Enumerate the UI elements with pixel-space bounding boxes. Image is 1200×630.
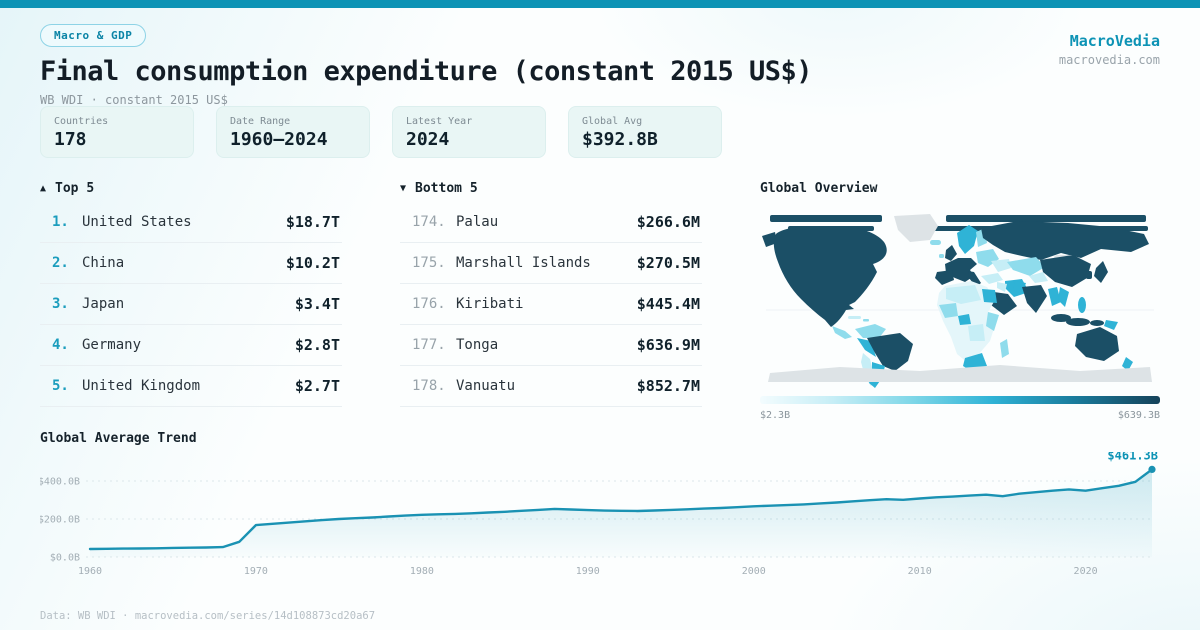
table-row: 175. Marshall Islands $270.5M xyxy=(400,243,702,284)
svg-text:1990: 1990 xyxy=(576,566,600,577)
category-badge: Macro & GDP xyxy=(40,24,147,47)
country-name: Marshall Islands xyxy=(456,255,591,271)
rank-number: 1. xyxy=(52,214,69,230)
brand-domain: macrovedia.com xyxy=(1058,53,1160,67)
country-name: China xyxy=(82,255,125,271)
stat-label: Countries xyxy=(54,116,109,127)
stat-value: $392.8B xyxy=(582,129,658,150)
rank-number: 2. xyxy=(52,255,69,271)
svg-text:$400.0B: $400.0B xyxy=(40,477,80,488)
footer-source: Data: WB WDI · macrovedia.com/series/14d… xyxy=(40,610,376,622)
country-name: Japan xyxy=(82,296,125,312)
rank-number: 175. xyxy=(412,255,446,271)
world-map xyxy=(762,214,1154,388)
stat-value: 1960—2024 xyxy=(230,129,328,150)
svg-text:1980: 1980 xyxy=(410,566,434,577)
bottom-5-header: ▼ Bottom 5 xyxy=(400,180,702,196)
rank-number: 174. xyxy=(412,214,446,230)
stat-card-countries: Countries 178 xyxy=(40,106,194,158)
stat-value: 2024 xyxy=(406,129,450,150)
svg-text:2000: 2000 xyxy=(742,566,766,577)
page-title: Final consumption expenditure (constant … xyxy=(40,56,813,87)
triangle-down-icon: ▼ xyxy=(400,182,407,194)
country-value: $2.8T xyxy=(294,336,340,354)
country-value: $445.4M xyxy=(636,295,700,313)
table-row: 178. Vanuatu $852.7M xyxy=(400,366,702,407)
stat-label: Date Range xyxy=(230,116,291,127)
top-5-panel: ▲ Top 5 1. United States $18.7T 2. China… xyxy=(40,180,342,407)
rank-number: 177. xyxy=(412,337,446,353)
svg-text:$0.0B: $0.0B xyxy=(50,553,80,564)
svg-text:$461.3B: $461.3B xyxy=(1107,452,1158,462)
country-value: $270.5M xyxy=(636,254,700,272)
stat-card-latest-year: Latest Year 2024 xyxy=(392,106,546,158)
top-5-header: ▲ Top 5 xyxy=(40,180,342,196)
stat-cards: Countries 178 Date Range 1960—2024 Lates… xyxy=(40,106,722,158)
stat-value: 178 xyxy=(54,129,87,150)
country-value: $2.7T xyxy=(294,377,340,395)
country-name: Kiribati xyxy=(456,296,524,312)
svg-text:$200.0B: $200.0B xyxy=(40,515,80,526)
table-row: 176. Kiribati $445.4M xyxy=(400,284,702,325)
rank-number: 178. xyxy=(412,378,446,394)
table-row: 5. United Kingdom $2.7T xyxy=(40,366,342,407)
page-subtitle: WB WDI · constant 2015 US$ xyxy=(40,93,228,107)
rank-number: 4. xyxy=(52,337,69,353)
table-row: 4. Germany $2.8T xyxy=(40,325,342,366)
country-value: $266.6M xyxy=(636,213,700,231)
table-row: 177. Tonga $636.9M xyxy=(400,325,702,366)
bottom-5-list: 174. Palau $266.6M 175. Marshall Islands… xyxy=(400,202,702,407)
top-accent-bar xyxy=(0,0,1200,8)
svg-text:1970: 1970 xyxy=(244,566,268,577)
table-row: 3. Japan $3.4T xyxy=(40,284,342,325)
country-value: $852.7M xyxy=(636,377,700,395)
legend-min: $2.3B xyxy=(760,410,791,421)
stat-label: Global Avg xyxy=(582,116,643,127)
table-row: 2. China $10.2T xyxy=(40,243,342,284)
stat-card-date-range: Date Range 1960—2024 xyxy=(216,106,370,158)
svg-text:2020: 2020 xyxy=(1074,566,1098,577)
brand-block: MacroVedia macrovedia.com xyxy=(1059,32,1160,67)
top-5-list: 1. United States $18.7T 2. China $10.2T … xyxy=(40,202,342,407)
country-name: Vanuatu xyxy=(456,378,516,394)
top-5-label: Top 5 xyxy=(55,180,95,196)
global-overview-panel: Global Overview xyxy=(760,180,1160,421)
country-value: $636.9M xyxy=(636,336,700,354)
trend-line-chart: $0.0B $200.0B $400.0B 1960 1970 1980 1990 2000 2… xyxy=(40,452,1158,577)
stat-card-global-avg: Global Avg $392.8B xyxy=(568,106,722,158)
rank-number: 176. xyxy=(412,296,446,312)
bottom-5-panel: ▼ Bottom 5 174. Palau $266.6M 175. Marsh… xyxy=(400,180,702,407)
global-average-trend-panel: Global Average Trend $0.0B $200.0B $400.0B… xyxy=(40,430,1160,597)
legend-max: $639.3B xyxy=(1117,410,1160,421)
brand-name: MacroVedia xyxy=(1069,32,1160,50)
country-name: Tonga xyxy=(456,337,499,353)
table-row: 1. United States $18.7T xyxy=(40,202,342,243)
country-value: $18.7T xyxy=(285,213,340,231)
country-name: Palau xyxy=(456,214,499,230)
country-name: United States xyxy=(82,214,192,230)
trend-title: Global Average Trend xyxy=(40,430,197,446)
svg-text:2010: 2010 xyxy=(908,566,932,577)
country-value: $10.2T xyxy=(285,254,340,272)
country-name: Germany xyxy=(82,337,142,353)
rank-number: 5. xyxy=(52,378,69,394)
triangle-up-icon: ▲ xyxy=(40,182,47,194)
country-value: $3.4T xyxy=(294,295,340,313)
country-name: United Kingdom xyxy=(82,378,201,394)
table-row: 174. Palau $266.6M xyxy=(400,202,702,243)
choropleth-legend-labels: $2.3B $639.3B xyxy=(760,410,1160,421)
rank-number: 3. xyxy=(52,296,69,312)
map-title: Global Overview xyxy=(760,180,878,196)
svg-text:1960: 1960 xyxy=(78,566,102,577)
header: Macro & GDP Final consumption expenditur… xyxy=(40,24,813,107)
stat-label: Latest Year xyxy=(406,116,473,127)
bottom-5-label: Bottom 5 xyxy=(415,180,478,196)
choropleth-legend-gradient xyxy=(760,396,1160,404)
